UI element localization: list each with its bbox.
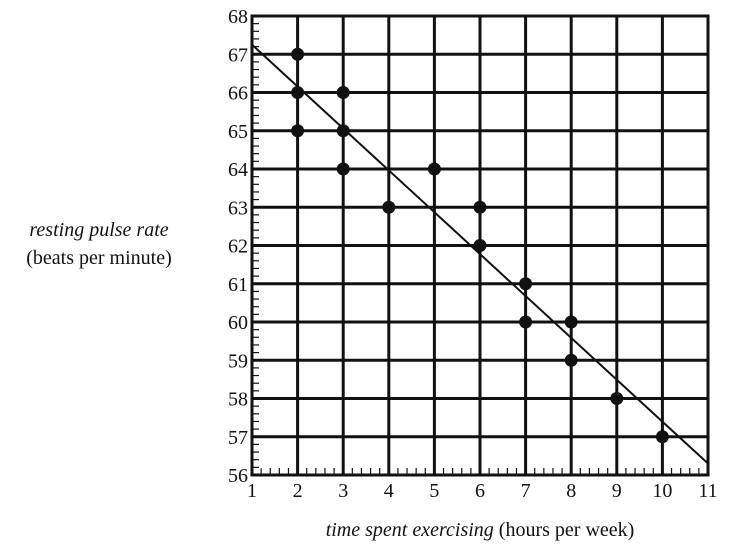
y-tick-label: 56 bbox=[228, 465, 248, 487]
y-tick-label: 67 bbox=[228, 44, 248, 66]
y-tick-label: 65 bbox=[228, 121, 248, 143]
data-point bbox=[336, 86, 350, 99]
axes bbox=[250, 14, 710, 477]
data-point bbox=[519, 315, 533, 329]
x-tick-label: 2 bbox=[293, 480, 303, 502]
y-tick-label: 57 bbox=[228, 427, 248, 449]
y-axis-label-title: resting pulse rate bbox=[29, 219, 169, 241]
data-point bbox=[564, 353, 578, 367]
data-point bbox=[655, 430, 669, 444]
x-tick-label: 11 bbox=[698, 480, 717, 502]
data-point bbox=[382, 200, 396, 214]
x-tick-label: 5 bbox=[429, 480, 439, 502]
x-tick-labels: 1 2 3 4 5 6 7 8 9 10 11 bbox=[247, 480, 718, 502]
data-point bbox=[473, 239, 487, 252]
x-axis-label: time spent exercising (hours per week) bbox=[252, 516, 708, 544]
data-points bbox=[291, 47, 669, 444]
x-tick-label: 8 bbox=[566, 480, 576, 502]
y-tick-labels: 56 57 58 59 60 61 62 63 64 65 66 67 68 bbox=[228, 6, 248, 487]
y-tick-label: 64 bbox=[228, 159, 248, 181]
y-tick-label: 60 bbox=[228, 312, 248, 334]
x-tick-label: 4 bbox=[384, 480, 394, 502]
x-tick-label: 1 bbox=[247, 480, 257, 502]
y-tick-label: 59 bbox=[228, 350, 248, 372]
data-point bbox=[473, 200, 487, 214]
data-point bbox=[564, 315, 578, 329]
plot-frame bbox=[250, 14, 710, 477]
y-tick-label: 62 bbox=[228, 236, 248, 258]
data-point bbox=[519, 277, 533, 291]
y-tick-label: 63 bbox=[228, 197, 248, 219]
data-point bbox=[427, 162, 441, 176]
trend-line bbox=[251, 43, 709, 465]
x-tick-label: 6 bbox=[475, 480, 485, 502]
trend-line-group bbox=[251, 43, 709, 465]
x-tick-label: 9 bbox=[612, 480, 622, 502]
y-tick-label: 66 bbox=[228, 83, 248, 105]
data-point bbox=[610, 392, 624, 405]
data-point bbox=[336, 162, 350, 176]
y-tick-label: 58 bbox=[228, 389, 248, 411]
x-axis-label-units: (hours per week) bbox=[498, 519, 635, 541]
x-tick-label: 7 bbox=[521, 480, 531, 502]
data-point bbox=[336, 124, 350, 138]
y-axis-label: resting pulse rate (beats per minute) bbox=[0, 216, 198, 272]
x-tick-label: 10 bbox=[652, 480, 672, 502]
x-axis-label-title: time spent exercising bbox=[325, 519, 499, 541]
y-tick-label: 61 bbox=[228, 274, 248, 296]
y-tick-label: 68 bbox=[228, 6, 248, 28]
y-axis-label-units: (beats per minute) bbox=[26, 247, 172, 269]
data-point bbox=[291, 86, 305, 99]
data-point bbox=[291, 124, 305, 138]
data-point bbox=[291, 47, 305, 61]
x-tick-label: 3 bbox=[338, 480, 348, 502]
